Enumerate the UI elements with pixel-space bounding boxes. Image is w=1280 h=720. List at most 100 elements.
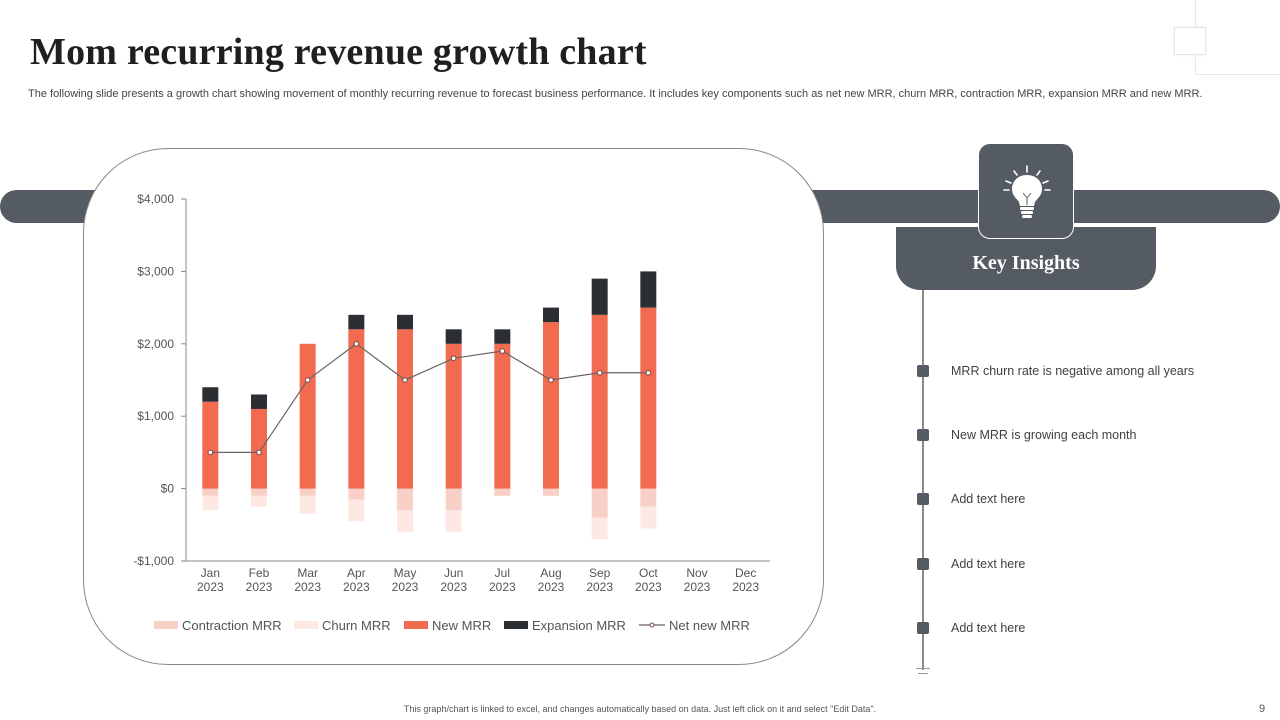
x-tick-label-year: 2023 <box>684 580 711 594</box>
bar-churn-mrr <box>348 499 365 522</box>
bar-churn-mrr <box>251 495 267 507</box>
point-net-new-mrr <box>499 348 506 354</box>
bar-new-mrr <box>251 408 267 489</box>
bar-expansion-mrr <box>397 314 413 330</box>
bar-churn-mrr <box>445 510 462 533</box>
bar-expansion-mrr <box>640 271 657 308</box>
insight-item: New MRR is growing each month <box>917 428 1137 442</box>
insight-text[interactable]: Add text here <box>951 557 1026 571</box>
bullet-marker <box>917 429 929 441</box>
insight-item: Add text here <box>917 621 1025 635</box>
x-tick-label-year: 2023 <box>246 580 273 594</box>
x-tick-label-year: 2023 <box>392 580 419 594</box>
bar-contraction-mrr <box>251 488 267 496</box>
y-tick-label: $2,000 <box>137 337 174 351</box>
point-net-new-mrr <box>548 377 554 383</box>
bullet-marker <box>917 493 929 505</box>
x-tick-label-year: 2023 <box>732 580 759 594</box>
bullet-marker <box>917 622 929 634</box>
x-tick-label-year: 2023 <box>343 580 370 594</box>
bar-contraction-mrr <box>494 488 511 496</box>
point-net-new-mrr <box>596 369 603 376</box>
footer-note: This graph/chart is linked to excel, and… <box>403 704 877 714</box>
bar-expansion-mrr <box>202 387 219 402</box>
bar-new-mrr <box>397 329 413 489</box>
line-net-new-mrr <box>210 343 649 453</box>
x-tick-label: Jun <box>444 566 463 580</box>
point-net-new-mrr <box>645 369 652 376</box>
x-tick-label-year: 2023 <box>197 580 224 594</box>
x-tick-label: Mar <box>297 566 318 580</box>
bar-churn-mrr <box>397 510 413 533</box>
bar-expansion-mrr <box>543 307 559 323</box>
bullet-marker <box>917 365 929 377</box>
page-number: 9 <box>1259 703 1266 715</box>
x-tick-label: Oct <box>639 566 658 580</box>
x-tick-label: Apr <box>347 566 366 580</box>
bar-contraction-mrr <box>591 488 608 518</box>
timeline-end-mark <box>918 673 928 674</box>
timeline-line <box>922 290 924 670</box>
bar-expansion-mrr <box>494 329 511 344</box>
x-tick-label-year: 2023 <box>294 580 321 594</box>
mrr-chart[interactable]: $4,000$3,000$2,000$1,000$0-$1,000Jan2023… <box>84 149 825 666</box>
legend-label: New MRR <box>432 618 491 633</box>
bar-contraction-mrr <box>397 488 413 511</box>
insights-title: Key Insights <box>972 252 1080 274</box>
bullet-marker <box>917 558 929 570</box>
legend-label: Contraction MRR <box>182 618 282 633</box>
timeline-end-mark <box>916 668 930 669</box>
bar-expansion-mrr <box>591 278 608 315</box>
legend-swatch <box>294 621 318 629</box>
chart-card[interactable]: $4,000 $3,000 $2,000 $1,000 $0 -$1,000 Jan 2023… <box>83 148 824 665</box>
y-tick-label: $3,000 <box>137 264 174 278</box>
x-tick-label-year: 2023 <box>586 580 613 594</box>
legend-swatch-marker <box>649 622 655 628</box>
y-tick-label: $0 <box>161 482 175 496</box>
insight-item: Add text here <box>917 492 1025 506</box>
point-net-new-mrr <box>256 449 262 456</box>
bar-contraction-mrr <box>445 488 462 511</box>
insight-item: Add text here <box>917 557 1025 571</box>
bar-new-mrr <box>348 329 365 489</box>
bar-contraction-mrr <box>543 488 559 496</box>
x-tick-label: Jan <box>201 566 220 580</box>
x-tick-label-year: 2023 <box>489 580 516 594</box>
point-net-new-mrr <box>304 377 311 383</box>
y-tick-label: $4,000 <box>137 192 174 206</box>
bar-expansion-mrr <box>251 394 267 409</box>
x-tick-label-year: 2023 <box>635 580 662 594</box>
bar-churn-mrr <box>640 506 657 529</box>
bar-churn-mrr <box>591 517 608 540</box>
insight-text[interactable]: MRR churn rate is negative among all yea… <box>951 364 1195 378</box>
y-tick-label: $1,000 <box>137 409 174 423</box>
point-net-new-mrr <box>402 377 408 383</box>
bar-churn-mrr <box>202 495 219 511</box>
bar-contraction-mrr <box>348 488 365 500</box>
x-tick-label-year: 2023 <box>440 580 467 594</box>
legend-swatch <box>504 621 528 629</box>
bar-contraction-mrr <box>640 488 657 507</box>
bar-new-mrr <box>445 343 462 489</box>
x-tick-label: Aug <box>540 566 561 580</box>
bar-new-mrr <box>543 322 559 489</box>
bar-new-mrr <box>299 343 316 489</box>
bar-new-mrr <box>494 343 511 489</box>
bar-expansion-mrr <box>445 329 462 344</box>
legend-label: Expansion MRR <box>532 618 626 633</box>
slide-title: Mom recurring revenue growth chart <box>30 31 647 73</box>
insight-text[interactable]: Add text here <box>951 492 1026 506</box>
bar-contraction-mrr <box>299 488 316 496</box>
bar-new-mrr <box>591 314 608 489</box>
insight-text[interactable]: New MRR is growing each month <box>951 428 1137 442</box>
corner-decoration-box <box>1174 27 1206 55</box>
slide-subtitle: The following slide presents a growth ch… <box>28 88 1203 100</box>
x-tick-label: Nov <box>686 566 707 580</box>
bar-new-mrr <box>202 401 219 489</box>
insight-text[interactable]: Add text here <box>951 621 1026 635</box>
x-tick-label: Feb <box>249 566 270 580</box>
x-tick-label: Sep <box>589 566 611 580</box>
y-tick-label: -$1,000 <box>133 554 174 568</box>
point-net-new-mrr <box>450 355 457 362</box>
x-tick-label: Jul <box>495 566 510 580</box>
